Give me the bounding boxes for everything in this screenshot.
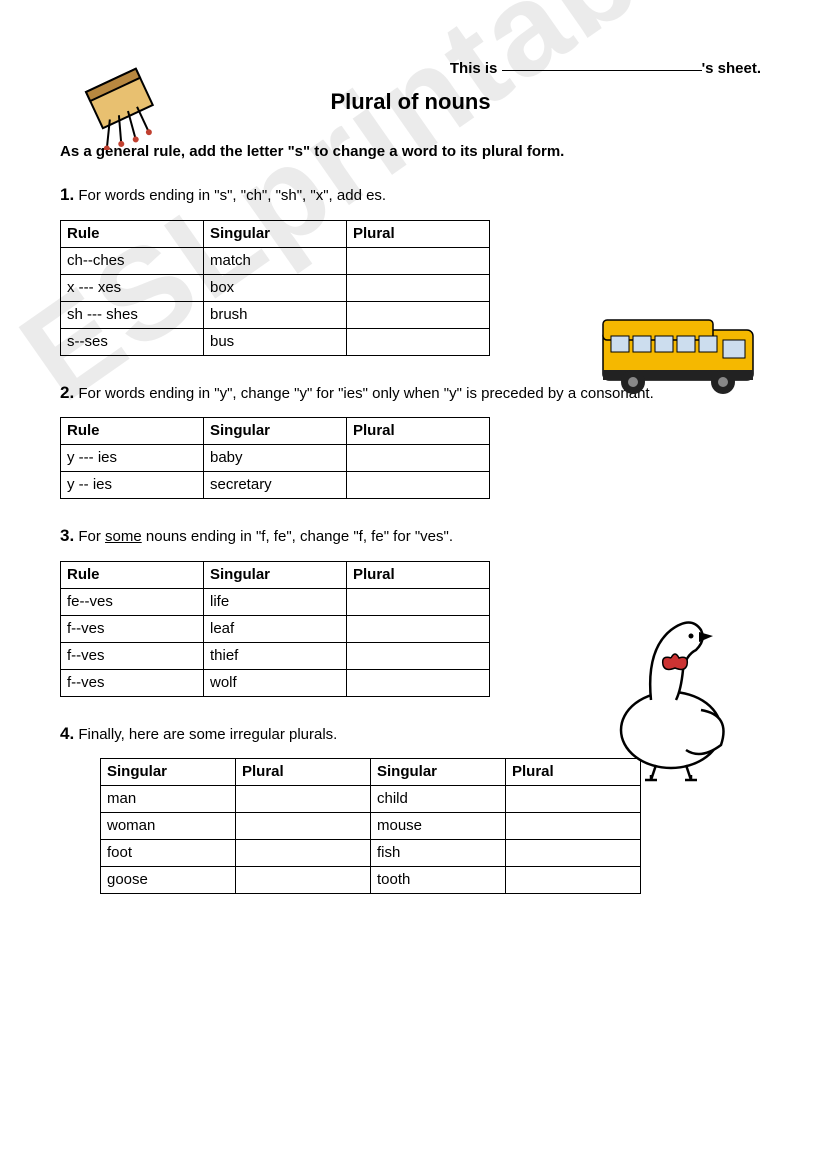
section-num: 2. [60,383,74,402]
section-num: 3. [60,526,74,545]
intro-text: As a general rule, add the letter "s" to… [60,143,761,160]
section-text: Finally, here are some irregular plurals… [74,726,337,743]
col-rule: Rule [61,220,204,247]
table-header-row: Rule Singular Plural [61,418,490,445]
table-row: footfish [101,840,641,867]
col-singular: Singular [204,418,347,445]
table-row: x --- xesbox [61,274,490,301]
table-header-row: Singular Plural Singular Plural [101,759,641,786]
worksheet-page: ESLprintables.com [0,0,821,958]
name-line: This is 's sheet. [60,60,761,77]
table-row: y -- iessecretary [61,472,490,499]
table-row: f--veswolf [61,669,490,696]
section-text-post: nouns ending in "f, fe", change "f, fe" … [142,528,453,545]
table-row: f--vesthief [61,642,490,669]
col-singular: Singular [204,220,347,247]
col-rule: Rule [61,561,204,588]
table-header-row: Rule Singular Plural [61,561,490,588]
section-3-table: Rule Singular Plural fe--veslife f--vesl… [60,561,490,697]
col-plural: Plural [506,759,641,786]
section-4-label: 4. Finally, here are some irregular plur… [60,721,761,747]
table-row: ch--chesmatch [61,247,490,274]
section-text: For words ending in "y", change "y" for … [74,385,654,402]
col-plural: Plural [236,759,371,786]
name-blank[interactable] [502,70,702,71]
section-4-table: Singular Plural Singular Plural manchild… [100,758,641,894]
table-row: f--vesleaf [61,615,490,642]
table-row: fe--veslife [61,588,490,615]
page-title: Plural of nouns [60,89,761,115]
section-3-label: 3. For some nouns ending in "f, fe", cha… [60,523,761,549]
table-header-row: Rule Singular Plural [61,220,490,247]
section-text: For words ending in "s", "ch", "sh", "x"… [74,187,386,204]
section-text-pre: For [74,528,105,545]
section-num: 4. [60,724,74,743]
table-row: sh --- shesbrush [61,301,490,328]
name-suffix: 's sheet. [702,60,761,77]
col-singular: Singular [101,759,236,786]
col-singular: Singular [204,561,347,588]
col-singular: Singular [371,759,506,786]
table-row: manchild [101,786,641,813]
section-2-table: Rule Singular Plural y --- iesbaby y -- … [60,417,490,499]
table-row: s--sesbus [61,328,490,355]
table-row: y --- iesbaby [61,445,490,472]
col-plural: Plural [347,220,490,247]
section-text-under: some [105,528,142,545]
section-1-label: 1. For words ending in "s", "ch", "sh", … [60,182,761,208]
section-num: 1. [60,185,74,204]
section-2-label: 2. For words ending in "y", change "y" f… [60,380,761,406]
section-1-table: Rule Singular Plural ch--chesmatch x ---… [60,220,490,356]
table-row: womanmouse [101,813,641,840]
col-rule: Rule [61,418,204,445]
col-plural: Plural [347,561,490,588]
table-row: goosetooth [101,867,641,894]
name-prefix: This is [450,60,502,77]
col-plural: Plural [347,418,490,445]
